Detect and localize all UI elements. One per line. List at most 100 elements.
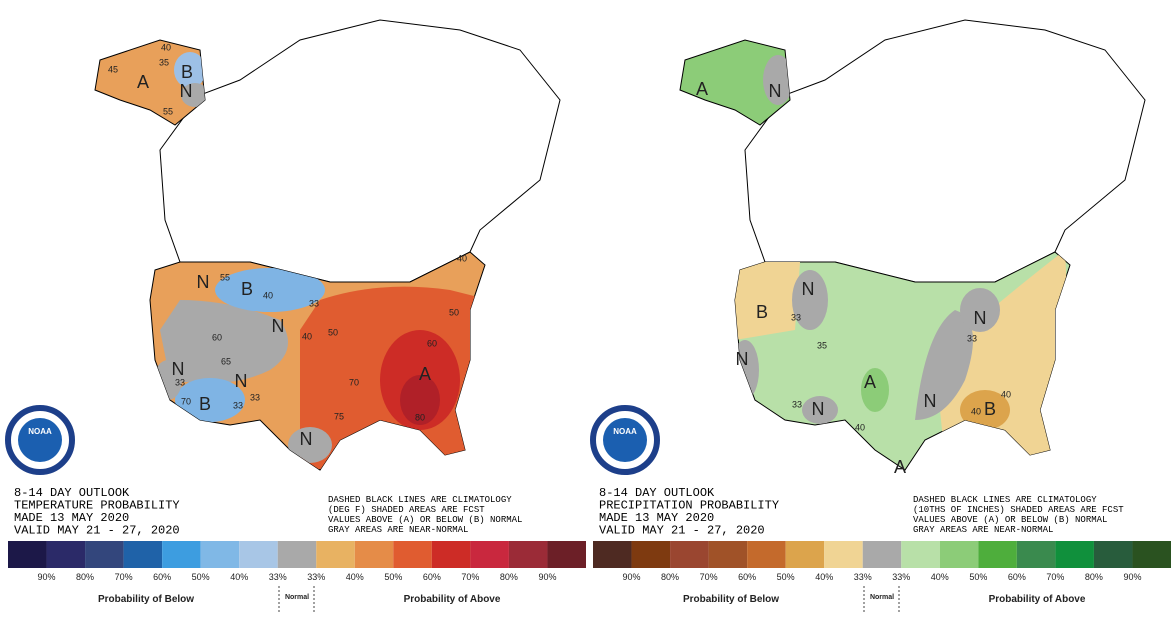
legend-swatch <box>1055 541 1094 568</box>
map-label: 33 <box>967 333 977 343</box>
legend-swatch <box>747 541 786 568</box>
legend-label: 50% <box>192 572 210 582</box>
title-line: PRECIPITATION PROBABILITY <box>599 499 779 513</box>
legend-swatch <box>200 541 240 568</box>
legend-label: 90% <box>1123 572 1141 582</box>
note-line: VALUES ABOVE (A) OR BELOW (B) NORMAL <box>913 515 1107 525</box>
legend-label: 33% <box>854 572 872 582</box>
note-line: DASHED BLACK LINES ARE CLIMATOLOGY <box>328 495 512 505</box>
map-label: A <box>696 79 708 99</box>
map-label: 40 <box>1001 389 1011 399</box>
map-label: N <box>272 316 285 336</box>
map-label: 35 <box>159 57 169 67</box>
legend-swatch <box>85 541 124 568</box>
legend-swatch <box>1093 541 1133 568</box>
legend-label: 40% <box>931 572 949 582</box>
temperature-shading <box>154 268 485 470</box>
legend-swatch <box>939 541 979 568</box>
map-label: B <box>181 62 193 82</box>
legend-label: 60% <box>738 572 756 582</box>
map-label: 33 <box>792 399 802 409</box>
legend-swatch <box>631 541 671 568</box>
legend-label: 60% <box>423 572 441 582</box>
legend-label: 50% <box>969 572 987 582</box>
map-label: 33 <box>250 392 260 402</box>
note-line: (DEG F) SHADED AREAS ARE FCST <box>328 505 485 515</box>
map-label: 75 <box>334 411 344 421</box>
map-label: A <box>137 72 149 92</box>
title-line: TEMPERATURE PROBABILITY <box>14 499 180 513</box>
map-label: N <box>172 359 185 379</box>
map-label: 40 <box>457 253 467 263</box>
map-label: B <box>241 279 253 299</box>
map-label: 35 <box>817 340 827 350</box>
map-label: 55 <box>163 106 173 116</box>
legend-swatch <box>470 541 509 568</box>
map-label: B <box>756 302 768 322</box>
legend-label: 70% <box>115 572 133 582</box>
legend-swatch <box>8 541 47 568</box>
title-line: 8-14 DAY OUTLOOK <box>14 486 130 500</box>
legend-label: 70% <box>461 572 479 582</box>
map-label: N <box>235 371 248 391</box>
legend-label: 90% <box>38 572 56 582</box>
precipitation-shading <box>735 252 1070 470</box>
map-label: 50 <box>449 307 459 317</box>
legend-swatch <box>431 541 471 568</box>
map-label: 60 <box>427 338 437 348</box>
map-label: N <box>974 308 987 328</box>
map-label: 40 <box>263 290 273 300</box>
legend-label: 80% <box>1085 572 1103 582</box>
legend-above: Probability of Above <box>404 594 501 605</box>
title-line: MADE 13 MAY 2020 <box>14 511 129 525</box>
title-line: 8-14 DAY OUTLOOK <box>599 486 715 500</box>
legend-swatch <box>239 541 278 568</box>
legend-label: 50% <box>777 572 795 582</box>
map-label: 60 <box>212 332 222 342</box>
logo-text: NOAA <box>28 427 52 436</box>
legend-swatch <box>824 541 863 568</box>
map-label: B <box>199 394 211 414</box>
map-label: A <box>864 372 876 392</box>
title-line: VALID MAY 21 - 27, 2020 <box>14 524 180 538</box>
legend-label: 70% <box>700 572 718 582</box>
map-label: 33 <box>233 400 243 410</box>
legend-swatch <box>593 541 632 568</box>
legend-swatch <box>508 541 548 568</box>
legend-swatch <box>393 541 432 568</box>
legend-label: 80% <box>661 572 679 582</box>
legend-swatch <box>862 541 902 568</box>
legend-swatch <box>46 541 86 568</box>
map-label: 65 <box>221 356 231 366</box>
legend-label: 40% <box>815 572 833 582</box>
legend-normal: Normal <box>870 594 894 601</box>
map-label: 80 <box>415 412 425 422</box>
map-label: N <box>300 429 313 449</box>
legend-label: 33% <box>307 572 325 582</box>
legend-swatch <box>316 541 355 568</box>
map-label: N <box>769 81 782 101</box>
map-label: 45 <box>108 64 118 74</box>
map-label: 33 <box>791 312 801 322</box>
canada-outline <box>744 19 1146 283</box>
map-label: 50 <box>328 327 338 337</box>
legend-swatch <box>708 541 748 568</box>
map-label: N <box>802 279 815 299</box>
legend-swatch <box>162 541 201 568</box>
legend-swatch <box>354 541 394 568</box>
note-line: GRAY AREAS ARE NEAR-NORMAL <box>913 525 1053 535</box>
legend-swatch <box>547 541 586 568</box>
legend-label: 60% <box>153 572 171 582</box>
legend-label: 40% <box>346 572 364 582</box>
legend-swatch <box>1016 541 1056 568</box>
map-label: 40 <box>971 406 981 416</box>
note-line: GRAY AREAS ARE NEAR-NORMAL <box>328 525 468 535</box>
noaa-logo-inner <box>18 418 62 462</box>
legend-normal: Normal <box>285 594 309 601</box>
map-label: N <box>197 272 210 292</box>
legend-label: 33% <box>269 572 287 582</box>
legend-swatch <box>123 541 163 568</box>
map-label: 55 <box>220 272 230 282</box>
legend-swatch <box>785 541 825 568</box>
